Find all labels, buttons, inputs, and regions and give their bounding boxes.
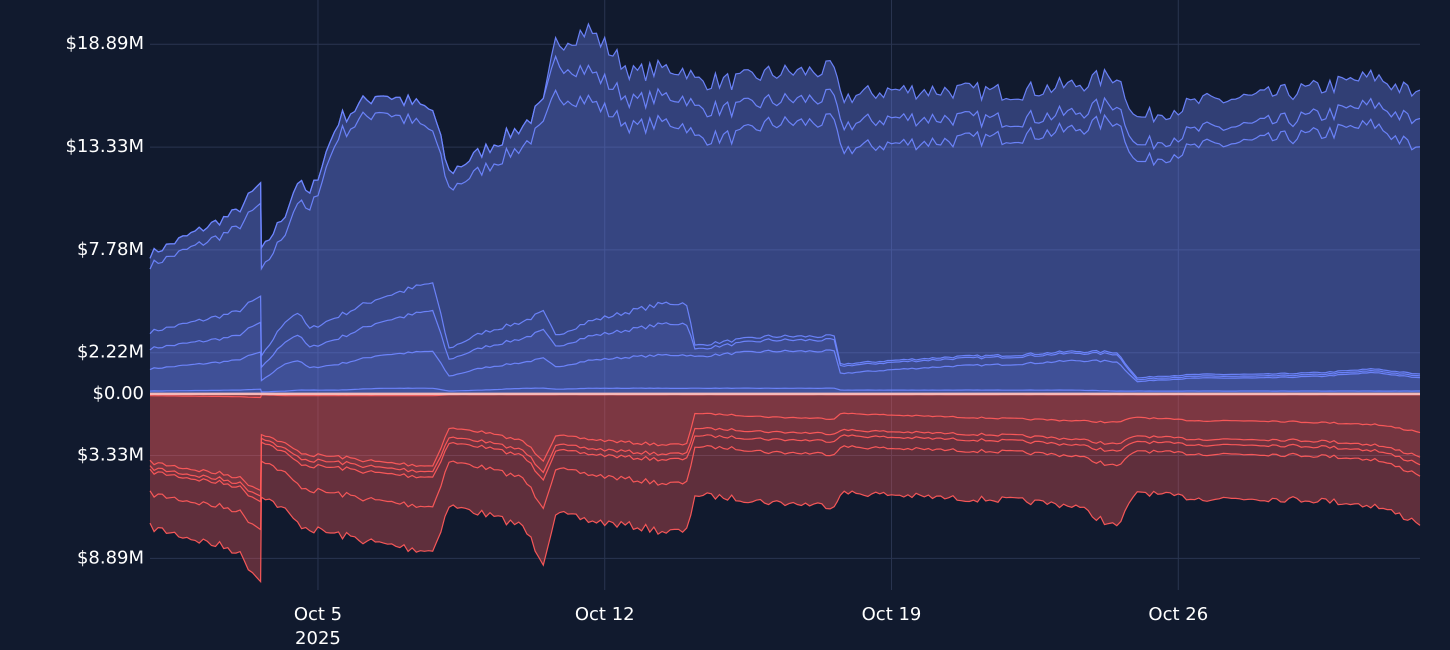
- area-negative-stack-6: [150, 445, 1420, 582]
- area-positive-stack-2: [150, 350, 1420, 392]
- line-negative-stack-4: [149, 434, 1421, 503]
- line-negative-stack-6: [149, 490, 1421, 584]
- y-tick-label: $18.89M: [65, 33, 144, 54]
- line-positive-stack-7: [149, 22, 1421, 259]
- area-negative-stack-5: [150, 434, 1420, 530]
- y-tick-label: $3.33M: [77, 444, 144, 465]
- area-positive-stack-1: [150, 388, 1420, 394]
- y-tick-label: $2.22M: [77, 342, 144, 363]
- line-positive-stack-3: [149, 309, 1421, 381]
- line-positive-stack-2: [149, 349, 1421, 383]
- line-negative-stack-2: [149, 412, 1421, 492]
- line-positive-stack-1: [149, 387, 1420, 393]
- line-negative-stack-3: [149, 426, 1421, 498]
- area-layer: [150, 24, 1420, 582]
- area-negative-stack-4: [150, 427, 1420, 502]
- area-positive-stack-6: [150, 56, 1420, 270]
- area-positive-stack-7: [150, 24, 1420, 259]
- line-positive-stack-4: [149, 282, 1421, 379]
- x-tick-label: Oct 12: [575, 604, 635, 625]
- axis-tick-layer: $18.89M $13.33M $7.78M $2.22M $0.00 $3.33M $8.…: [65, 33, 1208, 649]
- area-negative-stack-2: [150, 394, 1420, 491]
- y-tick-label: $8.89M: [77, 547, 144, 568]
- line-positive-stack-5: [149, 88, 1421, 271]
- x-tick-label: Oct 26: [1148, 604, 1208, 625]
- x-tick-label: Oct 5: [294, 604, 342, 625]
- y-tick-label: $13.33M: [65, 136, 144, 157]
- area-positive-stack-5: [150, 90, 1420, 379]
- line-negative-stack-5: [149, 444, 1421, 531]
- x-tick-sublabel: 2025: [295, 628, 341, 649]
- y-tick-label: $0.00: [92, 383, 144, 404]
- area-positive-stack-3: [150, 310, 1420, 382]
- area-negative-stack-3: [150, 413, 1420, 497]
- x-tick-label: Oct 19: [862, 604, 922, 625]
- y-tick-label: $7.78M: [77, 239, 144, 260]
- grid-layer: [150, 0, 1420, 590]
